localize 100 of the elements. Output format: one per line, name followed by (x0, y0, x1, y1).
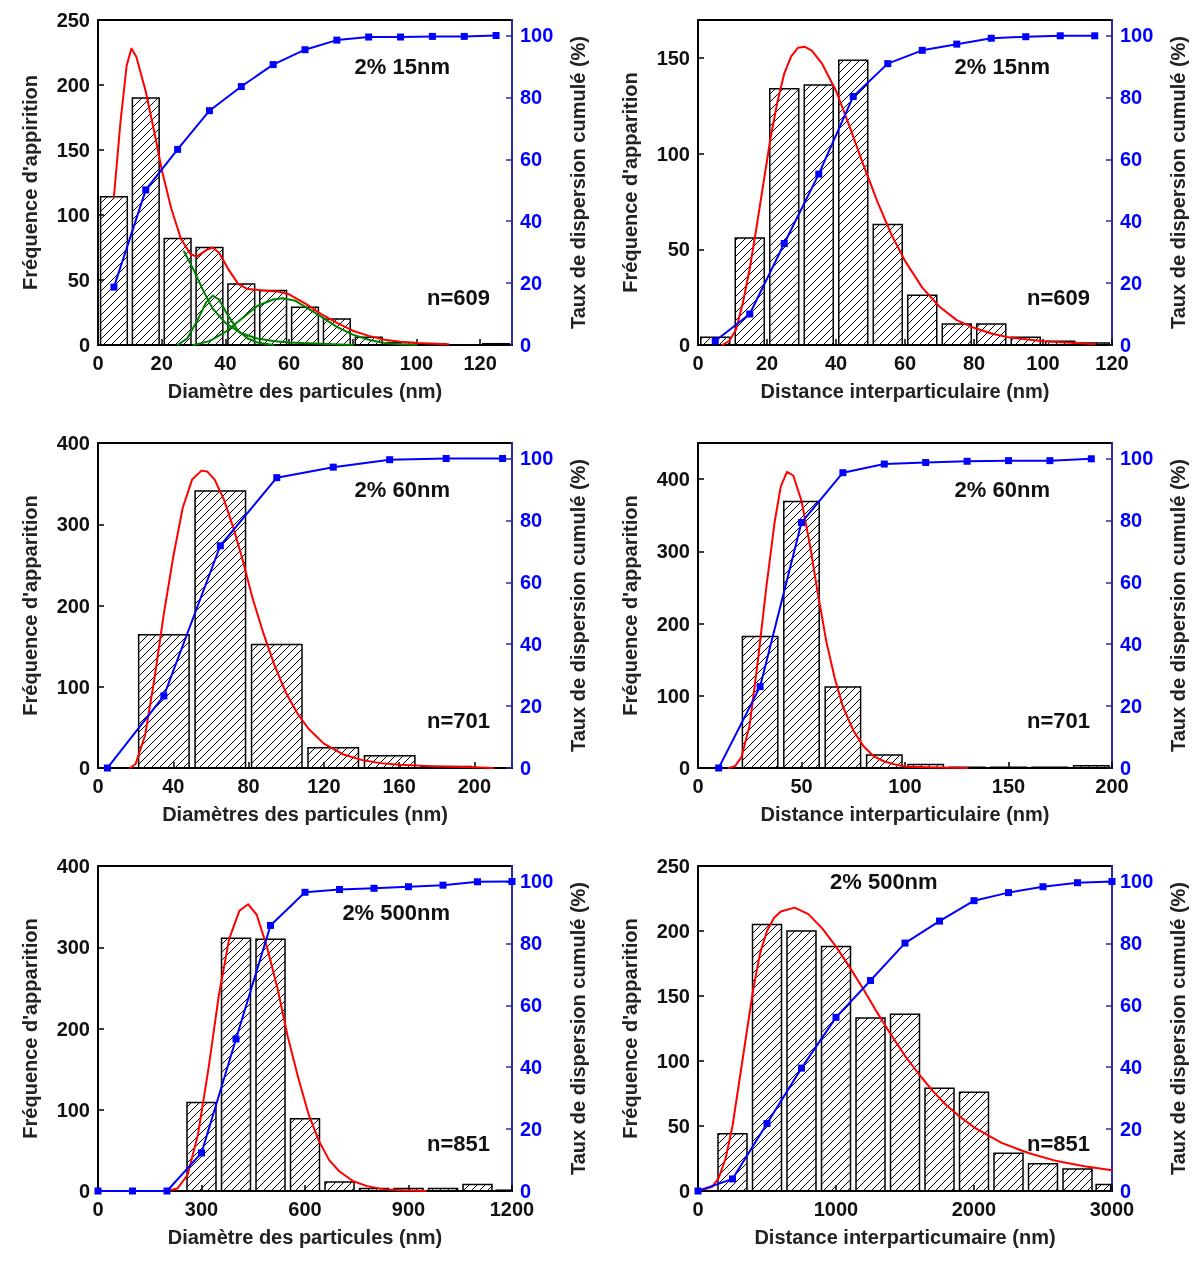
x-tick-label: 120 (463, 352, 497, 374)
y-tick-label: 250 (56, 9, 90, 31)
x-axis-title: Diamètre des particules (nm) (167, 1226, 443, 1248)
x-tick-label: 150 (991, 775, 1026, 797)
y-tick-label: 0 (78, 334, 90, 356)
y2-tick-label: 60 (520, 571, 543, 594)
y2-tick-label: 40 (1120, 1056, 1143, 1079)
y-tick-label: 0 (678, 1180, 690, 1202)
x-tick-label: 0 (92, 352, 104, 374)
y-axis-title: Fréquence d'appirition (19, 75, 41, 290)
y-tick-label: 0 (678, 334, 690, 356)
y-tick-label: 100 (656, 142, 690, 165)
y2-tick-label: 20 (1120, 695, 1143, 718)
y2-tick-label: 20 (520, 1118, 543, 1141)
y2-tick-label: 0 (520, 334, 532, 356)
y2-tick-label: 60 (1120, 571, 1143, 594)
y-tick-label: 300 (56, 936, 90, 959)
y2-axis-title: Taux de dispersion cumulé (%) (1167, 35, 1189, 330)
y-tick-label: 250 (656, 855, 690, 877)
y-tick-label: 50 (67, 269, 90, 291)
y-tick-label: 100 (56, 1098, 90, 1121)
y2-tick-label: 80 (1120, 932, 1143, 955)
y2-tick-label: 20 (1120, 1118, 1143, 1141)
x-axis-title: Distance interparticumaire (nm) (754, 1226, 1056, 1248)
x-tick-label: 120 (307, 775, 341, 797)
y2-axis-title: Taux de dispersion cumulé (%) (567, 881, 589, 1176)
x-tick-label: 900 (391, 1198, 426, 1220)
y2-tick-label: 100 (1120, 24, 1154, 47)
y-tick-label: 300 (656, 540, 690, 563)
y2-tick-label: 80 (520, 86, 543, 109)
y2-axis-title: Taux de dispersion cumulé (%) (1167, 458, 1189, 753)
annotation: 2% 500nm (830, 868, 938, 894)
x-tick-label: 0 (692, 775, 704, 797)
y2-tick-label: 40 (520, 633, 543, 656)
x-axis-title: Distance interparticulaire (nm) (760, 380, 1050, 402)
annotation: n=701 (427, 707, 491, 733)
y-tick-label: 0 (78, 757, 90, 779)
x-axis-title: Distance interparticulaire (nm) (760, 803, 1050, 825)
y-tick-label: 150 (656, 985, 690, 1007)
y2-axis-title: Taux de dispersion cumulé (%) (567, 458, 589, 753)
x-tick-label: 80 (341, 352, 364, 374)
y2-tick-label: 80 (520, 932, 543, 955)
x-tick-label: 20 (755, 352, 779, 374)
annotation: n=609 (427, 284, 491, 310)
x-tick-label: 0 (92, 775, 104, 797)
y2-tick-label: 80 (1120, 86, 1143, 109)
y-tick-label: 150 (56, 139, 90, 161)
annotation: 2% 60nm (954, 476, 1051, 502)
y-axis-title: Fréquence d'apparition (619, 918, 641, 1139)
y-tick-label: 50 (667, 1115, 690, 1137)
y2-tick-label: 40 (520, 1056, 543, 1079)
y-tick-label: 50 (667, 238, 690, 261)
y2-axis-title: Taux de dispersion cumulé (%) (567, 35, 589, 330)
y-tick-label: 400 (56, 432, 90, 454)
x-tick-label: 100 (1026, 352, 1060, 374)
x-tick-label: 40 (824, 352, 848, 374)
y2-tick-label: 20 (1120, 272, 1143, 295)
y2-tick-label: 100 (1120, 447, 1154, 470)
x-tick-label: 80 (962, 352, 986, 374)
x-tick-label: 20 (150, 352, 173, 374)
y2-tick-label: 20 (520, 695, 543, 718)
y-tick-label: 200 (56, 1017, 90, 1040)
y-axis-title: Fréquence d'apparition (619, 495, 641, 716)
y-tick-label: 0 (678, 757, 690, 779)
y-tick-label: 200 (656, 612, 690, 635)
y2-tick-label: 100 (520, 870, 554, 893)
annotation: 2% 60nm (354, 476, 451, 502)
x-tick-label: 0 (692, 352, 704, 374)
y2-tick-label: 80 (520, 509, 543, 532)
x-tick-label: 1000 (813, 1198, 859, 1220)
x-axis-title: Diamètres des particules (nm) (162, 803, 448, 825)
x-tick-label: 0 (92, 1198, 104, 1220)
x-tick-label: 60 (277, 352, 301, 374)
y2-tick-label: 60 (1120, 148, 1143, 171)
y-tick-label: 200 (56, 74, 90, 96)
x-tick-label: 40 (214, 352, 237, 374)
annotation: n=851 (1027, 1130, 1091, 1156)
x-tick-label: 200 (457, 775, 492, 797)
y-tick-label: 150 (656, 47, 690, 70)
annotation: 2% 15nm (354, 53, 451, 79)
x-tick-label: 80 (237, 775, 260, 797)
x-tick-label: 100 (888, 775, 922, 797)
x-tick-label: 600 (288, 1198, 322, 1220)
y-axis-title: Fréquence d'apparition (19, 918, 41, 1139)
y2-tick-label: 100 (1120, 870, 1154, 893)
y-tick-label: 400 (656, 468, 690, 491)
y-axis-title: Fréquence d'apparition (619, 72, 641, 293)
y2-tick-label: 40 (520, 210, 543, 233)
x-tick-label: 40 (162, 775, 185, 797)
y2-tick-label: 20 (520, 272, 543, 295)
y-tick-label: 300 (56, 513, 90, 536)
x-tick-label: 50 (790, 775, 813, 797)
annotation: n=609 (1027, 284, 1091, 310)
y2-axis-title: Taux de dispersion cumulé (%) (1167, 881, 1189, 1176)
y2-tick-label: 40 (1120, 210, 1143, 233)
y-tick-label: 400 (56, 855, 90, 877)
annotation: 2% 15nm (954, 53, 1051, 79)
y-tick-label: 100 (56, 675, 90, 698)
x-tick-label: 60 (893, 352, 917, 374)
y2-tick-label: 60 (520, 994, 543, 1017)
